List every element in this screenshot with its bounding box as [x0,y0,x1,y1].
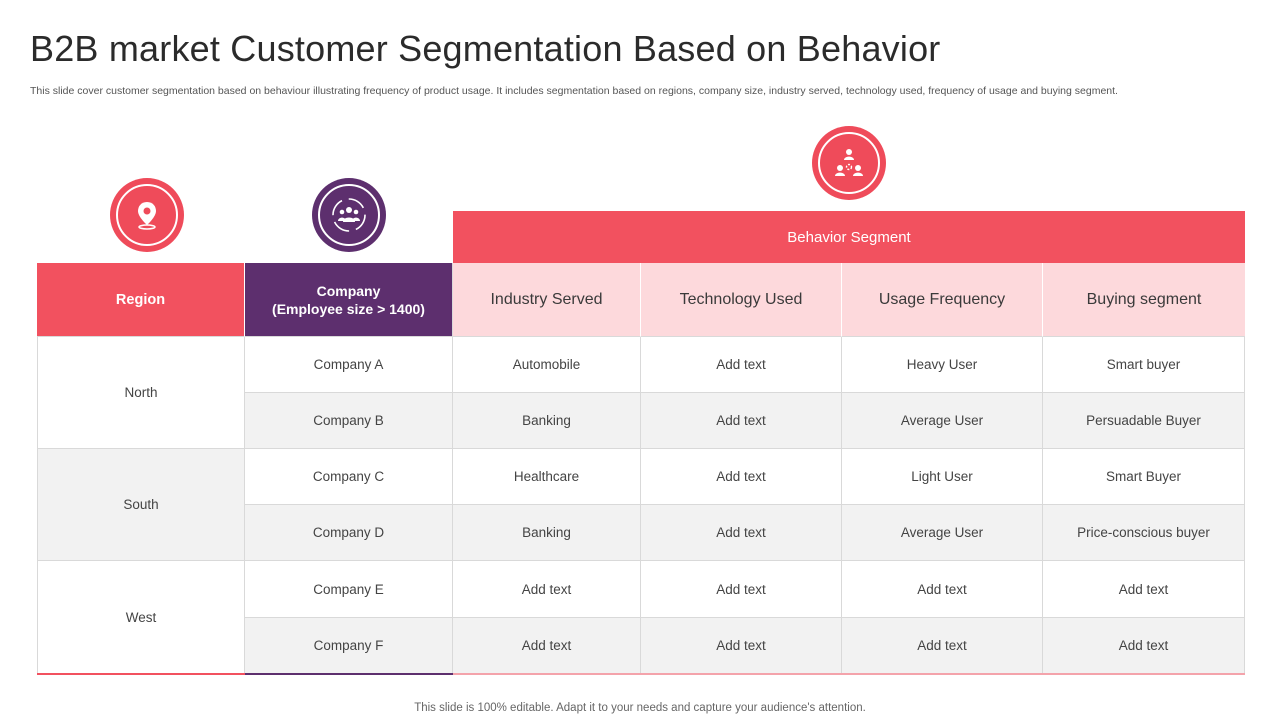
buying-column-header: Buying segment [1043,263,1245,337]
technology-cell: Add text [641,505,842,561]
buying-cell: Price-conscious buyer [1043,505,1245,561]
company-header-title: Company [316,282,381,299]
usage-cell: Add text [842,618,1043,674]
team-cycle-icon [332,198,366,232]
technology-cell: Add text [641,393,842,449]
technology-cell: Add text [641,618,842,674]
usage-cell: Add text [842,561,1043,618]
table-bottom-accent-red [37,673,245,675]
usage-column-header: Usage Frequency [842,263,1043,337]
page-subtitle: This slide cover customer segmentation b… [30,85,1118,97]
technology-cell: Add text [641,337,842,393]
industry-column-header: Industry Served [453,263,641,337]
company-icon-badge [312,178,386,252]
buying-cell: Persuadable Buyer [1043,393,1245,449]
region-column-header: Region [37,263,245,337]
usage-cell: Average User [842,393,1043,449]
region-west: West [37,561,245,674]
page-title: B2B market Customer Segmentation Based o… [30,28,941,69]
company-cell: Company D [245,505,453,561]
industry-cell: Banking [453,505,641,561]
behavior-icon-badge [812,126,886,200]
company-cell: Company B [245,393,453,449]
buying-cell: Smart buyer [1043,337,1245,393]
buying-cell: Add text [1043,618,1245,674]
industry-cell: Add text [453,618,641,674]
technology-column-header: Technology Used [641,263,842,337]
company-cell: Company E [245,561,453,618]
region-south: South [37,449,245,561]
usage-cell: Average User [842,505,1043,561]
company-header-subtitle: (Employee size > 1400) [272,300,425,317]
buying-cell: Add text [1043,561,1245,618]
industry-cell: Automobile [453,337,641,393]
map-pin-icon [138,202,156,230]
industry-cell: Banking [453,393,641,449]
industry-cell: Healthcare [453,449,641,505]
company-cell: Company C [245,449,453,505]
network-people-icon [835,149,863,176]
table-bottom-accent-purple [245,673,453,675]
usage-cell: Light User [842,449,1043,505]
company-column-header: Company (Employee size > 1400) [245,263,453,337]
footer-note: This slide is 100% editable. Adapt it to… [414,702,866,714]
technology-cell: Add text [641,561,842,618]
company-cell: Company F [245,618,453,674]
technology-cell: Add text [641,449,842,505]
company-cell: Company A [245,337,453,393]
buying-cell: Smart Buyer [1043,449,1245,505]
region-north: North [37,337,245,449]
table-bottom-accent-pink [453,673,1245,675]
region-icon-badge [110,178,184,252]
usage-cell: Heavy User [842,337,1043,393]
behavior-segment-header: Behavior Segment [453,211,1245,263]
industry-cell: Add text [453,561,641,618]
